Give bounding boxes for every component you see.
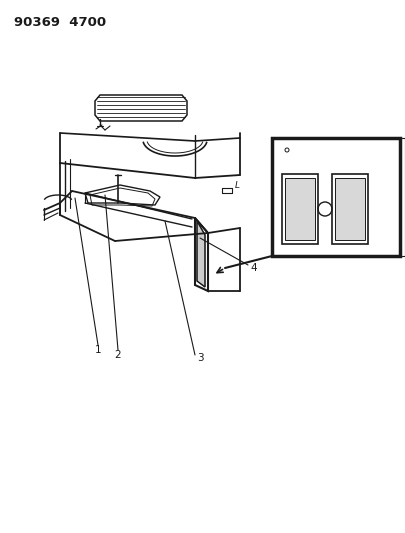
Bar (331, 174, 367, 244)
Bar (271, 138, 399, 256)
Text: 5: 5 (343, 141, 350, 151)
Bar (281, 174, 317, 244)
Text: 1: 1 (94, 345, 101, 355)
Bar (284, 178, 314, 240)
Text: 90369  4700: 90369 4700 (14, 16, 106, 29)
Text: L: L (234, 181, 239, 190)
Text: 6: 6 (343, 239, 350, 249)
Bar (334, 178, 364, 240)
Text: 4: 4 (250, 263, 257, 273)
Polygon shape (196, 221, 205, 287)
Text: 2: 2 (114, 350, 121, 360)
Text: 3: 3 (196, 353, 203, 363)
